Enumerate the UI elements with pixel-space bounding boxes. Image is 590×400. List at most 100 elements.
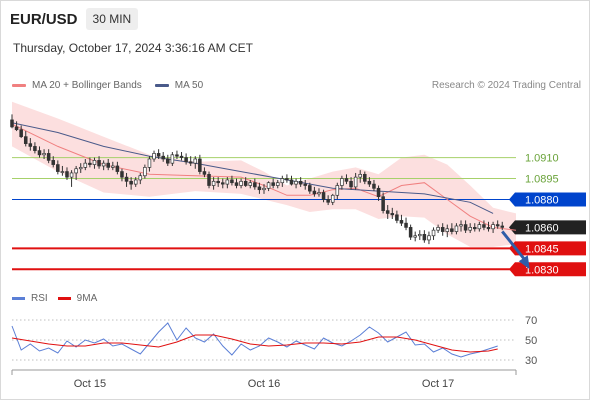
timestamp: Thursday, October 17, 2024 3:36:16 AM CE… [13,41,253,55]
candle-body [198,158,202,172]
candle-body [308,185,312,192]
timeframe-button[interactable]: 30 MIN [85,8,139,30]
candle-body [129,180,133,185]
price-panel: 1.0910 1.0895 1.0880 1.0860 1.0845 1.0830 [10,101,586,277]
rsi-tick-50: 50 [525,335,537,347]
candle-body [262,187,266,191]
rsi-legend: RSI 9MA [12,293,107,304]
candle-body [427,235,431,241]
candle-body [326,199,330,203]
candle-body [298,180,303,185]
symbol-label[interactable]: EUR/USD [10,10,78,28]
candle-body [216,180,220,184]
candle-body [97,160,101,167]
candle-body [253,182,257,188]
x-axis: Oct 15 Oct 16 Oct 17 [11,369,517,390]
credit-text: Research © 2024 Trading Central [431,80,581,91]
candle-body [175,154,179,157]
candle-body [184,157,188,163]
level-label-1.0830: 1.0830 [525,264,559,276]
candle-body [19,129,23,138]
level-label-1.0910: 1.0910 [525,153,559,165]
candle-body [88,162,92,165]
candle-body [33,146,37,151]
candle-body [353,176,358,188]
candle-body [436,227,440,231]
candle-body [230,179,234,184]
candle-body [243,180,248,186]
candle-body [23,136,28,144]
candle-body [161,155,165,160]
legend-rsi: RSI [12,293,48,304]
candle-body [101,162,106,167]
rsi-tick-70: 70 [525,315,537,327]
candle-body [413,235,417,238]
candle-body [65,171,69,178]
price-legend: MA 20 + Bollinger Bands MA 50 [12,80,216,91]
candle-body [321,192,326,200]
candle-body [120,171,124,178]
candle-body [207,173,211,186]
candle-body [28,143,33,147]
candle-body [111,165,115,168]
x-tick-label-1: Oct 16 [248,378,280,390]
candle-body [266,182,271,189]
candle-body [459,224,463,227]
candle-body [340,178,344,186]
candle-body [344,178,349,182]
candle-body [83,162,88,168]
candle-body [14,126,19,131]
candle-body [440,227,445,232]
candle-body [234,182,239,186]
legend-rsi-ma-swatch [57,297,71,300]
candle-body [500,225,505,228]
level-label-1.0880: 1.0880 [525,194,559,206]
legend-ma20-label: MA 20 + Bollinger Bands [32,80,142,91]
candle-body [56,164,60,172]
candle-body [450,228,454,232]
level-tag-1.0845 [509,241,586,256]
candle-body [472,227,477,230]
candle-body [211,180,216,186]
legend-rsi-label: RSI [31,293,48,304]
candle-body [349,180,353,188]
candle-body [395,214,399,221]
candle-body [399,220,404,224]
candle-body [317,192,321,195]
candle-body [454,225,459,232]
projection-arrow-line [501,230,528,264]
bollinger-band [12,101,516,247]
candle-body [285,178,289,181]
candle-body [312,190,317,195]
candle-body [468,227,472,231]
candle-body [367,180,372,185]
candle-body [152,153,156,160]
level-tag-1.0860 [509,220,586,235]
candle-body [69,172,74,178]
rsi-ma-line [11,334,498,353]
candle-body [390,213,395,216]
legend-ma50-swatch [154,84,169,87]
candle-body [495,224,500,227]
legend-ma20: MA 20 + Bollinger Bands [12,80,142,91]
candle-body [477,224,482,230]
legend-ma20-swatch [12,84,26,87]
rsi-panel: 30 50 70 [11,315,537,367]
candle-body [482,224,486,228]
level-label-1.0895: 1.0895 [525,174,559,186]
rsi-line [11,322,498,358]
rsi-tick-30: 30 [525,355,537,367]
candle-body [248,182,253,186]
candle-body [133,179,138,185]
candle-body [42,153,46,156]
level-label-1.0845: 1.0845 [525,243,559,255]
candle-body [10,119,14,128]
candle-body [156,153,161,157]
candle-body [271,182,275,186]
x-tick-label-0: Oct 15 [74,378,106,390]
legend-rsi-swatch [12,297,25,300]
level-tag-1.0880 [509,192,586,207]
candle-body [257,186,262,191]
candle-body [138,175,143,181]
candle-body [486,227,491,230]
